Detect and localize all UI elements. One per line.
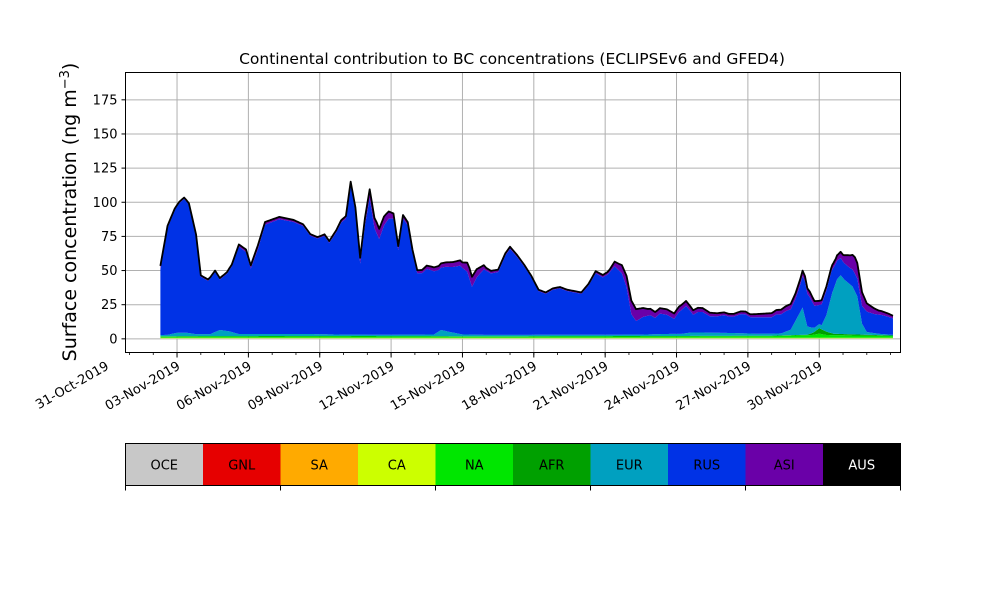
y-tick-label: 175 xyxy=(93,93,118,108)
x-tick-label: 03-Nov-2019 xyxy=(103,359,183,414)
legend-label-rus: RUS xyxy=(693,459,720,474)
y-tick-label: 125 xyxy=(93,162,118,177)
x-tick-label: 12-Nov-2019 xyxy=(317,359,397,414)
y-tick-label: 50 xyxy=(101,264,118,279)
y-tick-label: 100 xyxy=(93,196,118,211)
legend-label-eur: EUR xyxy=(616,459,643,474)
color-legend: OCE GNL SA CA NA AFR EUR RUS ASI AUS xyxy=(126,444,901,491)
x-tick-label: 18-Nov-2019 xyxy=(460,359,540,414)
x-tick-label: 27-Nov-2019 xyxy=(674,359,754,414)
x-tick-label: 21-Nov-2019 xyxy=(531,359,611,414)
y-tick-label: 75 xyxy=(101,230,118,245)
x-tick-label: 31-Oct-2019 xyxy=(33,359,111,413)
y-axis-label-superscript: −3 xyxy=(58,70,73,89)
x-tick-label: 24-Nov-2019 xyxy=(602,359,682,414)
legend-label-oce: OCE xyxy=(150,459,178,474)
legend-label-ca: CA xyxy=(388,459,406,474)
y-tick-label: 150 xyxy=(93,127,118,142)
y-tick-label: 0 xyxy=(109,332,117,347)
legend-label-afr: AFR xyxy=(539,459,564,474)
y-axis-label-close: ) xyxy=(59,63,81,70)
stacked-areas xyxy=(160,182,893,339)
legend-label-gnl: GNL xyxy=(228,459,256,474)
x-tick-label: 30-Nov-2019 xyxy=(745,359,825,414)
legend-label-asi: ASI xyxy=(774,459,795,474)
legend-label-aus: AUS xyxy=(848,459,875,474)
x-tick-label: 06-Nov-2019 xyxy=(174,359,254,414)
y-axis-label: Surface concentration (ng m−3) xyxy=(58,63,82,362)
y-tick-label: 25 xyxy=(101,298,118,313)
y-axis-ticks: 0 25 50 75 100 125 150 175 xyxy=(93,93,126,347)
x-tick-label: 15-Nov-2019 xyxy=(388,359,468,414)
area-ca xyxy=(160,338,893,339)
chart-title: Continental contribution to BC concentra… xyxy=(239,50,785,68)
legend-label-sa: SA xyxy=(311,459,328,474)
y-axis-label-main: Surface concentration (ng m xyxy=(59,89,81,361)
legend-label-na: NA xyxy=(465,459,484,474)
x-tick-label: 09-Nov-2019 xyxy=(245,359,325,414)
x-axis-ticks: 31-Oct-201903-Nov-201906-Nov-201909-Nov-… xyxy=(33,353,890,414)
